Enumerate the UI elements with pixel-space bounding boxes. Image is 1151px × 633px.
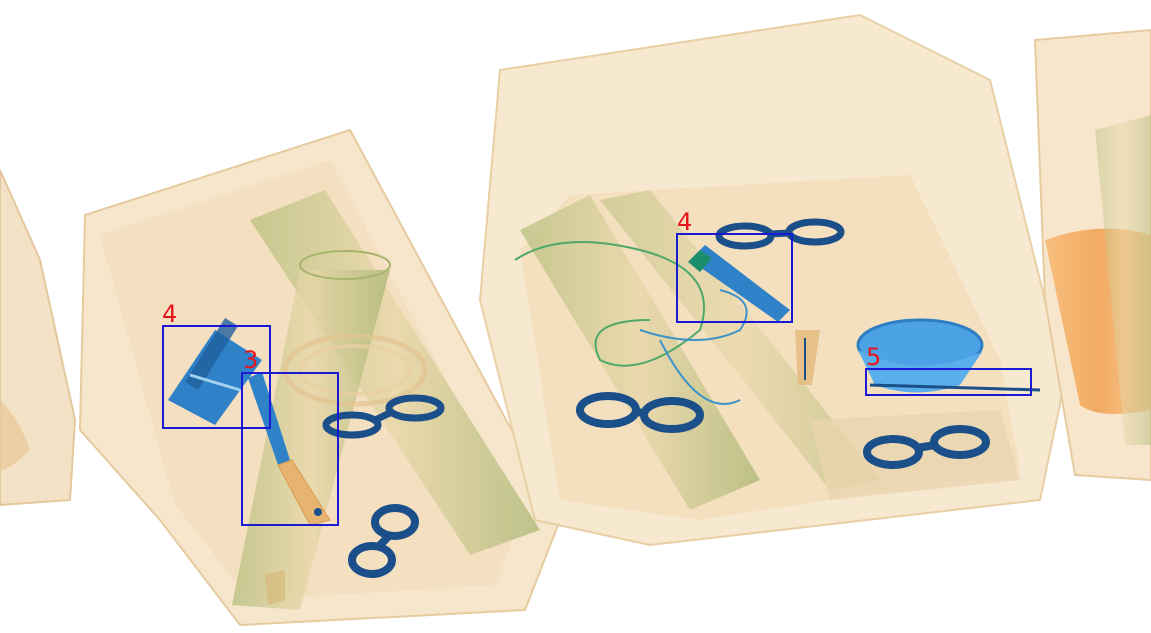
left-partial-bag bbox=[0, 169, 77, 507]
detection-box-2 bbox=[241, 372, 339, 526]
detection-label-1: 4 bbox=[162, 300, 178, 328]
bag-3 bbox=[1033, 28, 1151, 482]
metal-links-1 bbox=[322, 394, 445, 439]
detection-box-4 bbox=[865, 368, 1032, 396]
detection-box-1 bbox=[162, 325, 271, 429]
blue-device bbox=[168, 318, 262, 425]
metal-links-2 bbox=[348, 504, 419, 578]
detection-label-4: 5 bbox=[866, 343, 882, 371]
metal-links-4 bbox=[863, 425, 990, 469]
small-device bbox=[688, 245, 790, 322]
detection-box-3 bbox=[676, 233, 793, 323]
detection-label-3: 4 bbox=[677, 208, 693, 236]
detection-label-2: 3 bbox=[243, 346, 259, 374]
detection-boxes bbox=[162, 233, 1032, 526]
wires bbox=[514, 241, 748, 405]
bag-1 bbox=[78, 128, 562, 627]
bag-2 bbox=[478, 13, 1067, 547]
blue-container bbox=[856, 318, 984, 393]
metal-links-3 bbox=[576, 392, 704, 433]
thin-blade bbox=[869, 383, 1041, 392]
